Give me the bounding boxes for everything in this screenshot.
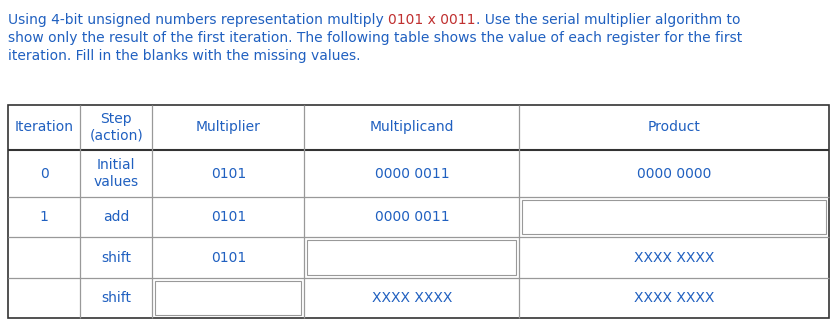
Text: 1: 1 — [39, 210, 48, 224]
Text: XXXX XXXX: XXXX XXXX — [634, 291, 714, 305]
Text: 0101: 0101 — [211, 210, 246, 224]
Text: add: add — [103, 210, 130, 224]
Bar — [155, 281, 301, 315]
Text: Iteration: Iteration — [14, 120, 74, 135]
Text: 0000 0011: 0000 0011 — [375, 210, 449, 224]
Text: 0: 0 — [39, 166, 48, 181]
Text: XXXX XXXX: XXXX XXXX — [371, 291, 451, 305]
Text: XXXX XXXX: XXXX XXXX — [634, 251, 714, 265]
Text: 0101 x 0011: 0101 x 0011 — [388, 13, 475, 27]
Text: 0101: 0101 — [211, 166, 246, 181]
Text: Multiplier: Multiplier — [196, 120, 261, 135]
Text: Using 4-bit unsigned numbers representation multiply: Using 4-bit unsigned numbers representat… — [8, 13, 388, 27]
Text: iteration. Fill in the blanks with the missing values.: iteration. Fill in the blanks with the m… — [8, 49, 360, 63]
Bar — [307, 241, 516, 275]
Text: 0000 0011: 0000 0011 — [375, 166, 449, 181]
Text: Multiplicand: Multiplicand — [370, 120, 454, 135]
Text: show only the result of the first iteration. The following table shows the value: show only the result of the first iterat… — [8, 31, 742, 45]
Text: shift: shift — [101, 291, 131, 305]
Text: Initial
values: Initial values — [94, 158, 139, 189]
Text: . Use the serial multiplier algorithm to: . Use the serial multiplier algorithm to — [475, 13, 739, 27]
Text: shift: shift — [101, 251, 131, 265]
Text: 0000 0000: 0000 0000 — [636, 166, 711, 181]
Bar — [522, 200, 825, 234]
Bar — [8, 105, 828, 318]
Text: Product: Product — [647, 120, 700, 135]
Text: 0101: 0101 — [211, 251, 246, 265]
Text: Step
(action): Step (action) — [89, 112, 143, 143]
